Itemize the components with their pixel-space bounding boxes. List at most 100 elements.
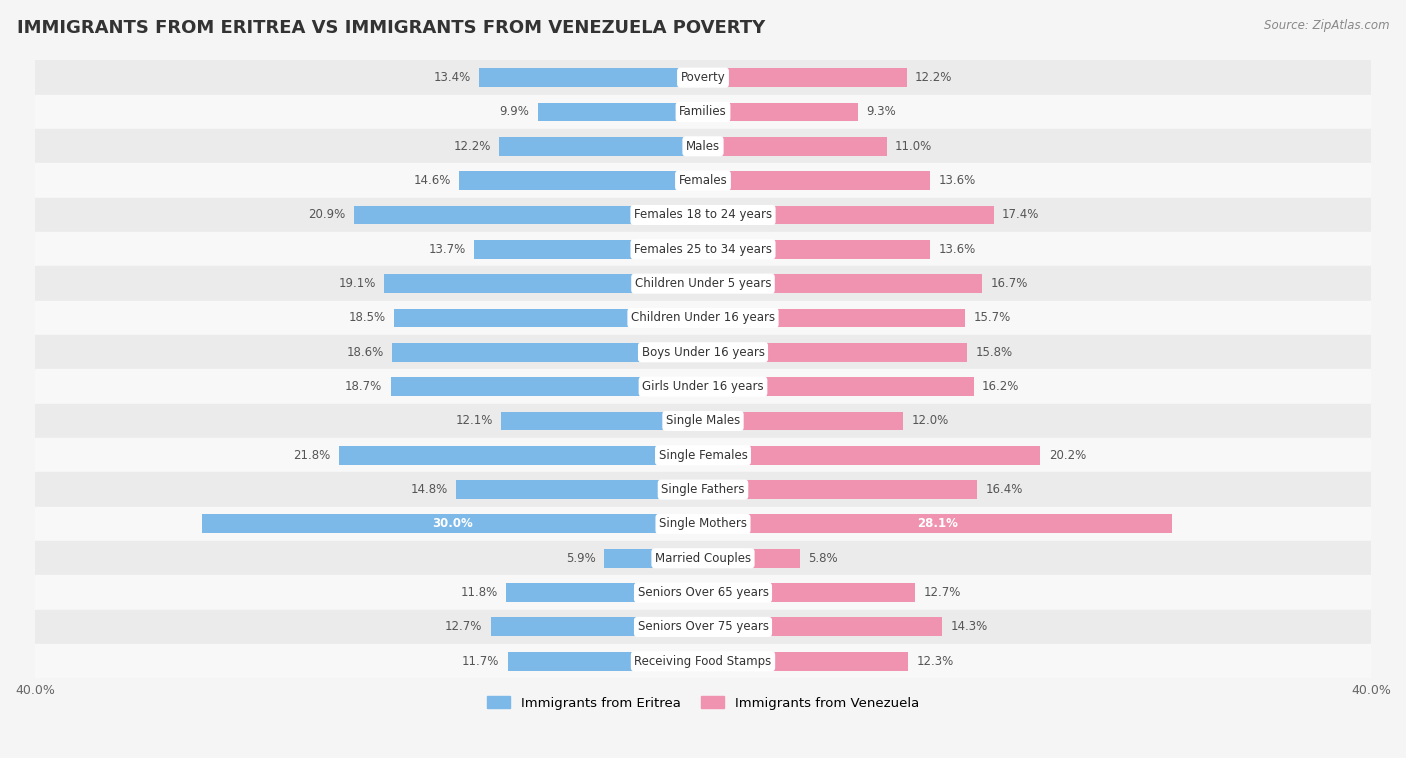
Text: 19.1%: 19.1%: [339, 277, 375, 290]
Text: Source: ZipAtlas.com: Source: ZipAtlas.com: [1264, 19, 1389, 32]
Bar: [479, 68, 703, 87]
Text: 13.6%: 13.6%: [938, 174, 976, 187]
Text: 14.3%: 14.3%: [950, 621, 987, 634]
Text: Females 18 to 24 years: Females 18 to 24 years: [634, 208, 772, 221]
Bar: [703, 412, 904, 431]
Text: Females 25 to 34 years: Females 25 to 34 years: [634, 243, 772, 255]
Bar: [35, 129, 1371, 164]
Text: 11.0%: 11.0%: [896, 139, 932, 153]
Bar: [35, 541, 1371, 575]
Bar: [35, 575, 1371, 609]
Bar: [703, 480, 977, 499]
Text: 12.2%: 12.2%: [454, 139, 491, 153]
Text: 20.2%: 20.2%: [1049, 449, 1085, 462]
Text: Single Fathers: Single Fathers: [661, 483, 745, 496]
Bar: [703, 377, 973, 396]
Bar: [460, 171, 703, 190]
Bar: [703, 583, 915, 602]
Bar: [35, 267, 1371, 301]
Text: Seniors Over 65 years: Seniors Over 65 years: [637, 586, 769, 599]
Text: 12.7%: 12.7%: [446, 621, 482, 634]
Bar: [703, 171, 931, 190]
Text: 11.8%: 11.8%: [460, 586, 498, 599]
Bar: [35, 404, 1371, 438]
Text: 13.7%: 13.7%: [429, 243, 465, 255]
Text: 16.2%: 16.2%: [981, 380, 1019, 393]
Bar: [35, 335, 1371, 369]
Bar: [703, 274, 981, 293]
Text: 11.7%: 11.7%: [461, 655, 499, 668]
Bar: [202, 515, 703, 534]
Bar: [703, 102, 858, 121]
Bar: [474, 240, 703, 258]
Bar: [703, 68, 907, 87]
Text: 16.7%: 16.7%: [990, 277, 1028, 290]
Text: Females: Females: [679, 174, 727, 187]
Text: 12.7%: 12.7%: [924, 586, 960, 599]
Text: 14.6%: 14.6%: [413, 174, 451, 187]
Bar: [35, 609, 1371, 644]
Bar: [703, 240, 931, 258]
Text: 13.4%: 13.4%: [433, 71, 471, 84]
Bar: [354, 205, 703, 224]
Text: 15.7%: 15.7%: [973, 312, 1011, 324]
Text: Seniors Over 75 years: Seniors Over 75 years: [637, 621, 769, 634]
Bar: [35, 472, 1371, 507]
Text: 5.9%: 5.9%: [567, 552, 596, 565]
Text: 5.8%: 5.8%: [808, 552, 838, 565]
Bar: [35, 232, 1371, 267]
Text: 18.5%: 18.5%: [349, 312, 385, 324]
Bar: [508, 652, 703, 671]
Legend: Immigrants from Eritrea, Immigrants from Venezuela: Immigrants from Eritrea, Immigrants from…: [481, 691, 925, 715]
Bar: [703, 309, 965, 327]
Text: 13.6%: 13.6%: [938, 243, 976, 255]
Bar: [491, 618, 703, 637]
Text: 15.8%: 15.8%: [976, 346, 1012, 359]
Bar: [384, 274, 703, 293]
Bar: [703, 343, 967, 362]
Text: 30.0%: 30.0%: [432, 518, 472, 531]
Bar: [499, 137, 703, 155]
Bar: [35, 164, 1371, 198]
Bar: [392, 343, 703, 362]
Bar: [35, 507, 1371, 541]
Text: 9.9%: 9.9%: [499, 105, 529, 118]
Text: 12.0%: 12.0%: [911, 415, 949, 428]
Text: 18.6%: 18.6%: [347, 346, 384, 359]
Bar: [391, 377, 703, 396]
Text: 12.2%: 12.2%: [915, 71, 952, 84]
Bar: [35, 644, 1371, 678]
Text: Children Under 5 years: Children Under 5 years: [634, 277, 772, 290]
Text: Single Females: Single Females: [658, 449, 748, 462]
Bar: [456, 480, 703, 499]
Text: 21.8%: 21.8%: [294, 449, 330, 462]
Bar: [703, 205, 994, 224]
Bar: [703, 652, 908, 671]
Bar: [703, 446, 1040, 465]
Bar: [35, 369, 1371, 404]
Bar: [703, 137, 887, 155]
Bar: [35, 301, 1371, 335]
Text: Poverty: Poverty: [681, 71, 725, 84]
Text: Receiving Food Stamps: Receiving Food Stamps: [634, 655, 772, 668]
Text: 20.9%: 20.9%: [308, 208, 346, 221]
Bar: [501, 412, 703, 431]
Bar: [394, 309, 703, 327]
Bar: [35, 198, 1371, 232]
Bar: [703, 515, 1173, 534]
Text: 18.7%: 18.7%: [344, 380, 382, 393]
Text: 12.1%: 12.1%: [456, 415, 492, 428]
Text: Girls Under 16 years: Girls Under 16 years: [643, 380, 763, 393]
Text: Families: Families: [679, 105, 727, 118]
Bar: [35, 95, 1371, 129]
Bar: [506, 583, 703, 602]
Text: Single Mothers: Single Mothers: [659, 518, 747, 531]
Text: Children Under 16 years: Children Under 16 years: [631, 312, 775, 324]
Text: Males: Males: [686, 139, 720, 153]
Bar: [537, 102, 703, 121]
Text: 16.4%: 16.4%: [986, 483, 1022, 496]
Bar: [339, 446, 703, 465]
Text: Boys Under 16 years: Boys Under 16 years: [641, 346, 765, 359]
Text: 28.1%: 28.1%: [917, 518, 957, 531]
Text: Single Males: Single Males: [666, 415, 740, 428]
